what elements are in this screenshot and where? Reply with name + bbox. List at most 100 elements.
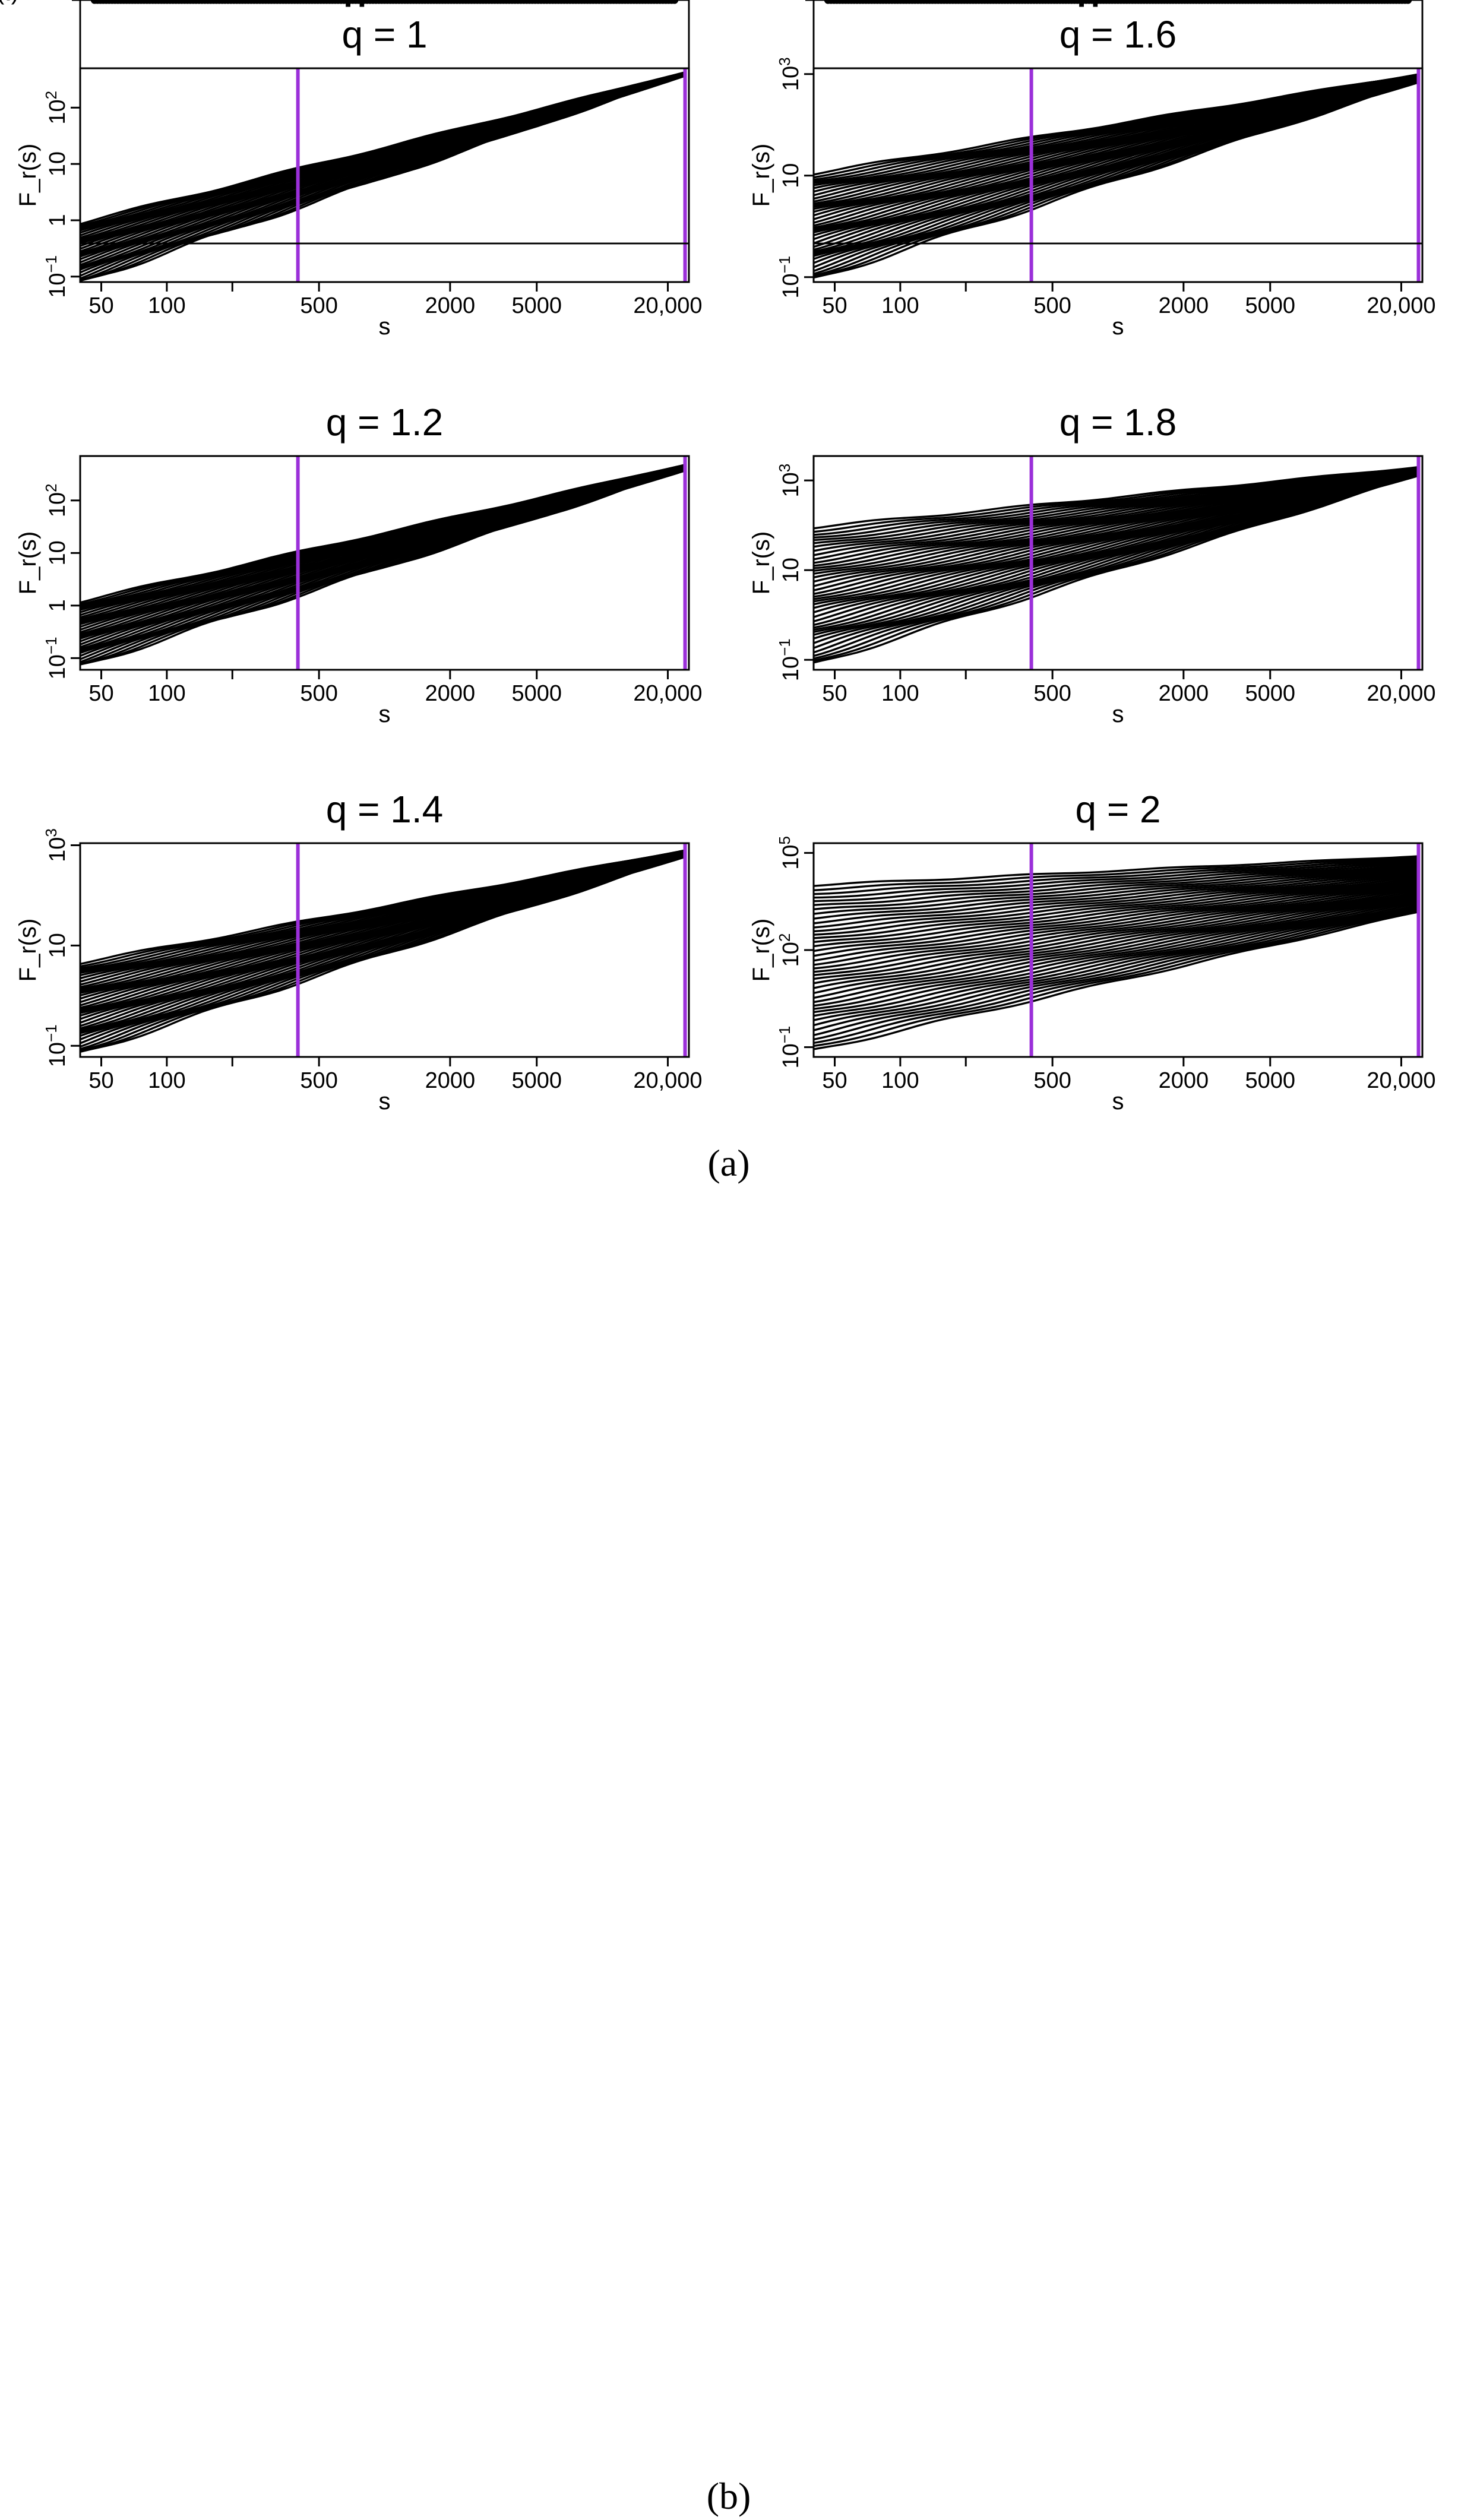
- data-curve-15: [813, 891, 1419, 995]
- y-axis-label: F_r(s): [15, 531, 41, 595]
- chart-title: q = 1.6: [1059, 13, 1177, 56]
- y-tick-label-2: 10: [45, 933, 70, 958]
- data-curve-23: [813, 880, 1419, 962]
- x-axis-label: s: [379, 314, 391, 340]
- y-tick-base-2: 1: [45, 214, 70, 226]
- data-curve-31: [813, 869, 1419, 929]
- y-tick-label-4: 102: [42, 483, 70, 517]
- data-curve-30: [813, 75, 1419, 205]
- data-curve-13: [813, 894, 1419, 1003]
- x-tick-label-4: 500: [1033, 1068, 1071, 1093]
- y-tick-exponent-3: 5: [776, 836, 793, 844]
- x-tick-label-5: 2000: [1159, 681, 1209, 706]
- data-curve-36: [813, 862, 1419, 906]
- y-tick-label-1: 0.5: [0, 0, 14, 5]
- data-curve-28: [813, 873, 1419, 939]
- data-curve-21: [813, 77, 1419, 229]
- chart-title: q = 1.2: [326, 401, 444, 444]
- y-tick-label-2: 102: [776, 933, 804, 967]
- chart-panel-b-11: q = 1.4−20−10010200.81.01.21.4rH(r): [0, 0, 690, 245]
- x-tick-label-5: 20: [1397, 0, 1419, 5]
- y-axis-label: F_r(s): [15, 919, 41, 982]
- y-tick-label-4: 1.4: [0, 0, 14, 5]
- data-curve-1: [813, 911, 1419, 1050]
- x-tick-label-6: 5000: [1245, 681, 1295, 706]
- x-tick-label-6: 5000: [511, 293, 562, 318]
- plot-frame: [812, 0, 1424, 245]
- chart-panel-a-6: q = 250 100 500 2000 5000 20,00010−1102105sF_…: [748, 788, 1436, 1115]
- y-tick-label-4: 1.6: [0, 0, 14, 5]
- data-curve-32: [813, 868, 1419, 925]
- x-tick-label-4: 500: [300, 293, 337, 318]
- x-tick-label-7: 20,000: [1367, 1068, 1435, 1093]
- data-curve-39: [813, 858, 1419, 895]
- data-curve-5: [813, 906, 1419, 1037]
- data-curve-10: [813, 898, 1419, 1014]
- data-curve-3: [813, 474, 1419, 660]
- y-tick-label-2: 0.8: [0, 0, 14, 5]
- data-curve-41: [80, 464, 685, 604]
- y-axis-label: H(r): [0, 0, 18, 5]
- x-tick-label-1: 50: [822, 293, 847, 318]
- x-tick-label-4: 500: [300, 681, 337, 706]
- panel-a-label: (a): [707, 1142, 749, 1184]
- y-tick-label-3: 1.4: [0, 0, 14, 5]
- x-tick-label-4: 10: [518, 0, 541, 5]
- data-curve-29: [813, 468, 1419, 569]
- y-tick-label-2: 1.2: [0, 0, 14, 5]
- y-tick-label-1: 10−1: [42, 1024, 70, 1067]
- y-tick-label-2: 1.0: [0, 0, 14, 5]
- x-tick-label-3: 0: [379, 0, 390, 5]
- data-curve-22: [813, 882, 1419, 966]
- x-tick-label-2: 100: [881, 293, 919, 318]
- y-tick-exponent-1: −1: [42, 637, 60, 654]
- y-tick-label-4: 1.8: [0, 0, 14, 5]
- data-curve-21: [813, 883, 1419, 970]
- y-tick-label-4: 1.6: [0, 0, 14, 5]
- y-tick-base-1: 10: [779, 273, 804, 298]
- data-curve-38: [813, 859, 1419, 899]
- data-curve-3: [813, 908, 1419, 1044]
- y-tick-base-2: 1: [45, 599, 70, 612]
- y-tick-base-4: 10: [45, 492, 70, 517]
- chart-title: q = 2: [1075, 788, 1160, 831]
- y-axis-label: F_r(s): [748, 919, 774, 982]
- chart-panel-b-12: q = 2−20−10010200.51.01.5rH(r): [0, 0, 1424, 245]
- data-curve-41: [813, 73, 1419, 176]
- x-axis-label: r: [381, 0, 388, 5]
- x-tick-label-7: 20,000: [633, 293, 702, 318]
- y-axis-label: F_r(s): [748, 531, 774, 595]
- data-curve-30: [813, 870, 1419, 933]
- data-curve-28: [813, 468, 1419, 572]
- y-axis-label: H(r): [0, 0, 18, 5]
- y-tick-base-1: 10: [45, 1042, 70, 1067]
- x-tick-label-4: 500: [300, 1068, 337, 1093]
- x-tick-label-5: 2000: [425, 293, 476, 318]
- y-tick-base-4: 10: [45, 99, 70, 124]
- y-tick-base-3: 10: [779, 845, 804, 870]
- y-tick-exponent-1: −1: [42, 1024, 60, 1042]
- y-tick-label-3: 1.4: [0, 0, 14, 5]
- plot-frame: [79, 842, 690, 1058]
- data-curve-7: [813, 902, 1419, 1027]
- data-curve-38: [813, 467, 1419, 539]
- y-tick-label-3: 103: [42, 828, 70, 862]
- y-tick-label-2: 1.0: [0, 0, 14, 5]
- data-curve-14: [813, 892, 1419, 999]
- y-tick-exponent-1: −1: [776, 638, 793, 656]
- data-curve-8: [813, 900, 1419, 1021]
- y-tick-label-1: 1.0: [0, 0, 14, 5]
- y-tick-exponent-3: 3: [42, 828, 60, 837]
- data-curve-19: [813, 885, 1419, 976]
- x-tick-label-2: 100: [881, 1068, 919, 1093]
- y-tick-base-2: 10: [779, 558, 804, 582]
- x-tick-label-2: −10: [223, 0, 257, 5]
- chart-title: q = 1.8: [1059, 401, 1177, 444]
- y-axis-label: H(r): [0, 0, 18, 5]
- chart-panel-a-3: q = 1.250 100 500 2000 5000 20,00010−1110102s…: [15, 401, 703, 727]
- data-curve-35: [813, 863, 1419, 910]
- y-tick-label-4: 102: [42, 91, 70, 125]
- data-curve-37: [813, 467, 1419, 542]
